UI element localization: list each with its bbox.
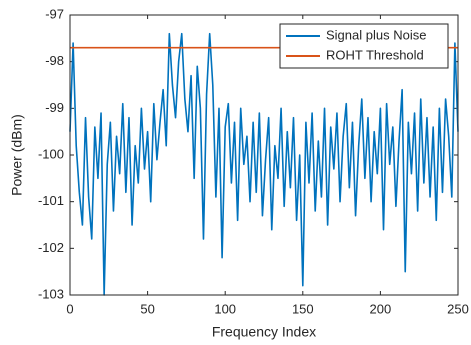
series-line [69,32,459,296]
y-tick-label: -102 [38,240,64,255]
legend-box [279,23,449,69]
y-tick-label: -98 [45,53,64,68]
x-tick-label: 0 [66,301,73,316]
y-tick-label: -103 [38,286,64,301]
legend-label: Signal plus Noise [326,27,426,42]
y-tick-label: -99 [45,100,64,115]
y-axis-title: Power (dBm) [9,114,25,196]
y-tick-label: -100 [38,146,64,161]
legend-label: ROHT Threshold [326,47,424,62]
y-tick-label: -101 [38,193,64,208]
x-tick-label: 250 [447,301,469,316]
x-tick-label: 100 [214,301,236,316]
axes-box [69,14,459,296]
y-tick-label: -97 [45,6,64,21]
x-axis-title: Frequency Index [212,324,316,340]
x-tick-label: 50 [140,301,154,316]
x-tick-label: 150 [292,301,314,316]
x-tick-label: 200 [370,301,392,316]
